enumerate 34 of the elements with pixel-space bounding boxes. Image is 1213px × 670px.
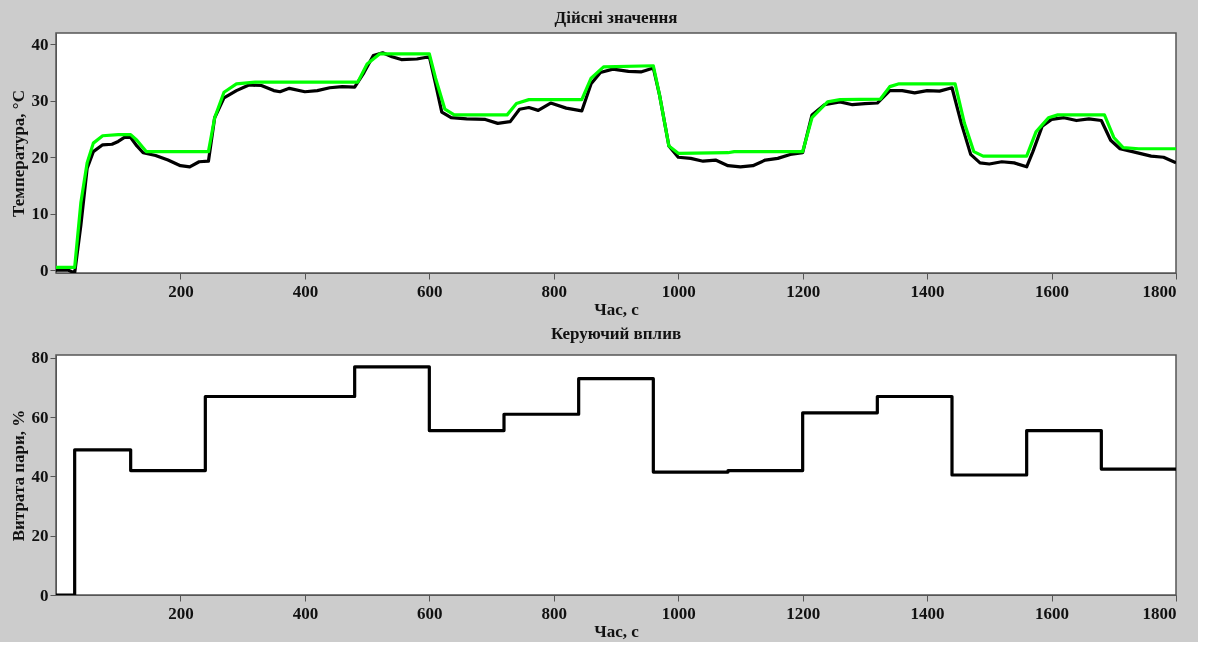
y-axis-title: Температура, °C: [8, 90, 28, 217]
y-tick-label: 0: [40, 260, 49, 280]
x-tick-label: 1200: [786, 603, 821, 623]
y-tick-label: 80: [31, 348, 49, 368]
x-tick-label: 400: [292, 603, 319, 623]
chart-title: Керуючий вплив: [550, 323, 682, 343]
y-tick-label: 20: [31, 526, 49, 546]
x-tick-label: 800: [541, 281, 568, 301]
x-tick-label: 1400: [910, 603, 945, 623]
y-tick-label: 40: [31, 466, 49, 486]
x-tick-label: 1200: [786, 281, 821, 301]
x-tick-label: 1400: [910, 281, 945, 301]
y-tick-label: 0: [40, 585, 49, 605]
x-axis-title: Час, с: [594, 299, 640, 319]
x-tick-label: 1600: [1035, 603, 1070, 623]
x-tick-label: 1600: [1035, 281, 1070, 301]
chart-title: Дійсні значення: [554, 8, 678, 27]
y-tick-label: 40: [31, 34, 49, 54]
x-tick-label: 1000: [661, 603, 696, 623]
x-tick-label: 200: [168, 603, 194, 623]
x-tick-label: 800: [541, 603, 568, 623]
x-tick-label: 1000: [661, 281, 696, 301]
x-axis-title: Час, с: [594, 621, 640, 641]
y-tick-label: 30: [31, 91, 49, 111]
x-tick-label: 1800: [1142, 603, 1177, 623]
x-tick-label: 1800: [1142, 281, 1177, 301]
x-tick-label: 200: [168, 281, 194, 301]
x-tick-label: 600: [417, 603, 443, 623]
y-tick-label: 20: [31, 147, 49, 167]
y-tick-label: 10: [31, 204, 49, 224]
x-tick-label: 400: [292, 281, 319, 301]
x-tick-label: 600: [417, 281, 443, 301]
y-axis-title: Витрата пари, %: [8, 409, 28, 542]
y-tick-label: 60: [31, 407, 49, 427]
